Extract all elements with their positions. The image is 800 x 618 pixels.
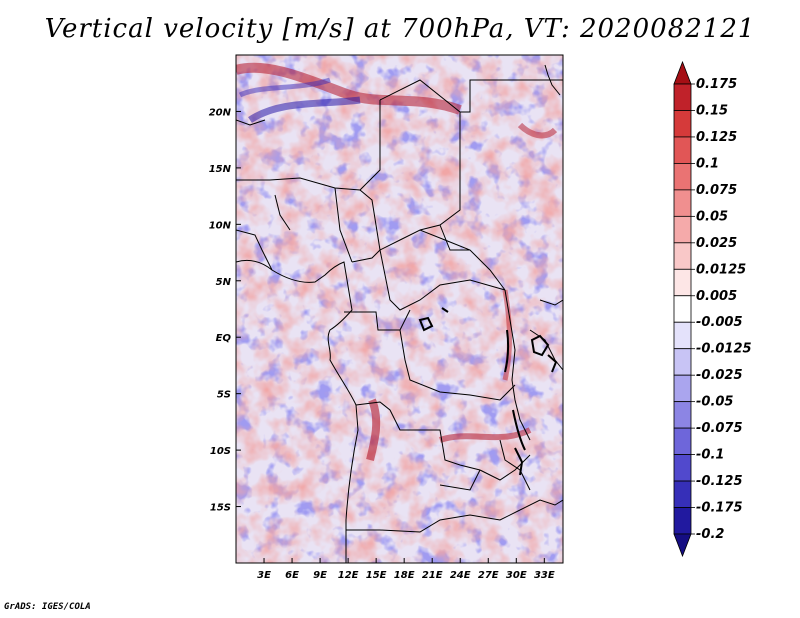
- lat-tick-label: 5S: [217, 390, 231, 401]
- colorbar-segment: [673, 480, 692, 508]
- colorbar: 0.175 0.15 0.125 0.1 0.075 0.05 0.025 0.0125 0.0…: [673, 60, 752, 558]
- lat-tick-label: 15S: [210, 503, 231, 514]
- colorbar-segment: [673, 83, 692, 111]
- lakes: [418, 307, 558, 476]
- longitude-axis: 3E 6E 9E 12E 15E 18E 21E 24E 27E 30E 33E: [257, 558, 555, 581]
- colorbar-segment: [673, 348, 692, 376]
- lon-tick-label: 30E: [506, 570, 527, 581]
- lat-tick-label: EQ: [216, 333, 232, 344]
- colorbar-segment: [673, 427, 692, 455]
- colorbar-segment: [673, 268, 692, 297]
- footer-credit: GrADS: IGES/COLA: [4, 602, 91, 612]
- colorbar-label: -0.1: [696, 448, 724, 463]
- lon-tick-label: 6E: [285, 570, 299, 581]
- colorbar-segment: [673, 136, 692, 164]
- colorbar-bottom-arrow: [673, 533, 692, 558]
- colorbar-segment: [673, 401, 692, 429]
- lat-tick-label: 5N: [216, 277, 232, 288]
- colorbar-segment: [673, 454, 692, 482]
- colorbar-segment: [673, 110, 692, 138]
- colorbar-segment: [673, 374, 692, 403]
- colorbar-segment: [673, 507, 692, 535]
- colorbar-label: 0.05: [696, 209, 728, 224]
- colorbar-segment: [673, 189, 692, 217]
- lat-tick-label: 10S: [210, 446, 231, 457]
- colorbar-label: -0.175: [696, 501, 743, 516]
- colorbar-label: 0.005: [696, 289, 737, 304]
- colorbar-label: -0.005: [696, 315, 743, 330]
- lon-tick-label: 15E: [366, 570, 387, 581]
- colorbar-label: 0.175: [696, 77, 737, 92]
- colorbar-label: -0.125: [696, 474, 743, 489]
- colorbar-label: 0.1: [696, 156, 719, 171]
- colorbar-label: 0.025: [696, 236, 737, 251]
- lat-tick-label: 10N: [209, 220, 232, 231]
- colorbar-label: 0.125: [696, 130, 737, 145]
- lon-tick-label: 9E: [313, 570, 327, 581]
- latitude-axis: 20N 15N 10N 5N EQ 5S 10S 15S: [209, 107, 241, 514]
- colorbar-label: -0.025: [696, 368, 743, 383]
- colorbar-label: -0.2: [696, 527, 724, 542]
- map-frame: [235, 54, 564, 564]
- colorbar-label: -0.05: [696, 395, 733, 410]
- colorbar-segment: [673, 242, 692, 270]
- colorbar-top-arrow: [673, 60, 692, 85]
- chart-title: Vertical velocity [m/s] at 700hPa, VT: 2…: [44, 14, 756, 44]
- lon-tick-label: 33E: [534, 570, 555, 581]
- lon-tick-label: 27E: [478, 570, 499, 581]
- lon-tick-label: 24E: [450, 570, 471, 581]
- colorbar-segment: [673, 295, 692, 323]
- country-borders: [236, 64, 563, 563]
- colorbar-segment: [673, 163, 692, 191]
- lon-tick-label: 3E: [257, 570, 271, 581]
- colorbar-label: 0.0125: [696, 262, 746, 277]
- colorbar-label: -0.0125: [696, 342, 752, 357]
- colorbar-label: 0.15: [696, 103, 728, 118]
- lat-tick-label: 15N: [209, 164, 232, 175]
- lat-tick-label: 20N: [209, 107, 232, 118]
- lon-tick-label: 18E: [394, 570, 415, 581]
- colorbar-segment: [673, 215, 692, 244]
- colorbar-label: -0.075: [696, 421, 743, 436]
- lon-tick-label: 12E: [338, 570, 359, 581]
- lon-tick-label: 21E: [422, 570, 443, 581]
- colorbar-label: 0.075: [696, 183, 737, 198]
- colorbar-segment: [673, 321, 692, 350]
